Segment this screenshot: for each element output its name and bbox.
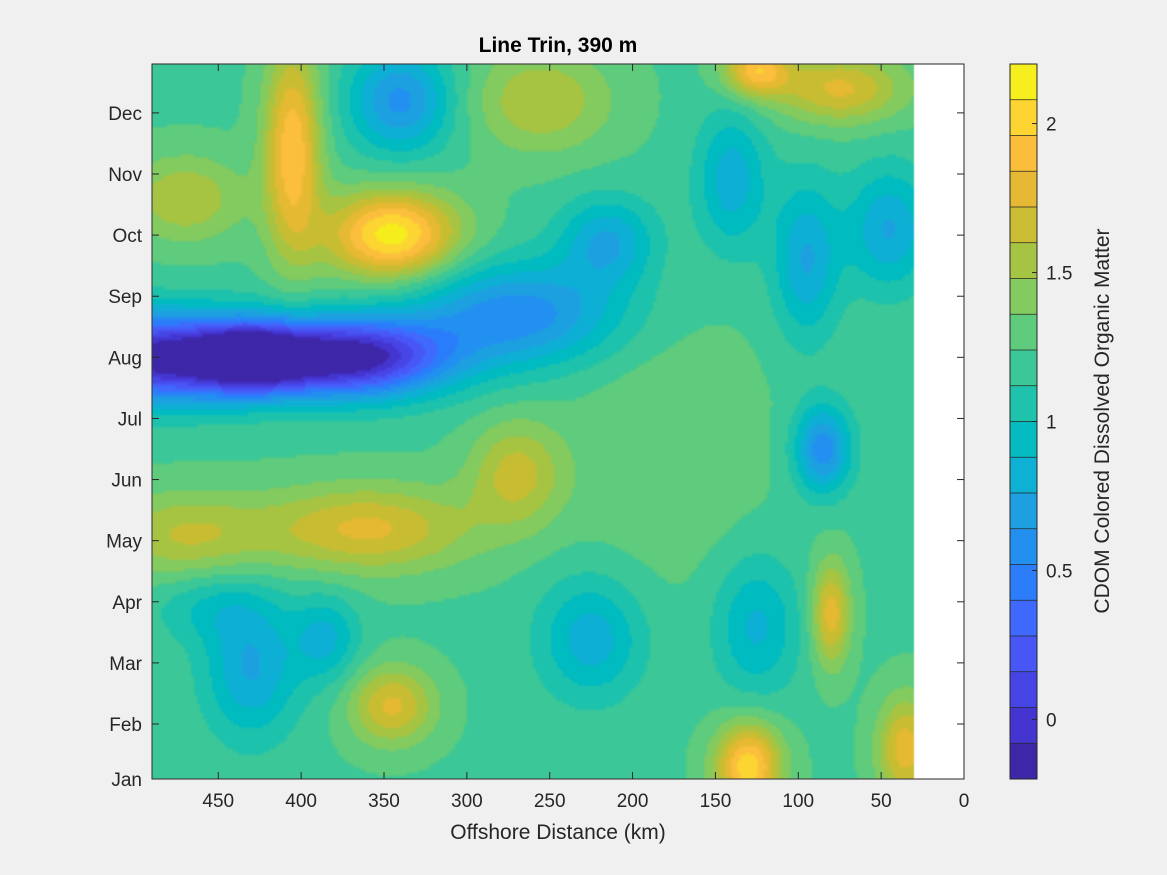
- colorbar-label: CDOM Colored Dissolved Organic Matter: [1091, 228, 1114, 613]
- colorbar-tick-label: 2: [1046, 115, 1057, 136]
- colorbar: [1010, 64, 1037, 780]
- y-tick-label: Jun: [111, 471, 142, 492]
- heatmap-layer: [152, 64, 914, 779]
- y-tick-label: Mar: [109, 654, 142, 675]
- x-axis-label: Offshore Distance (km): [450, 821, 666, 844]
- x-tick-label: 0: [959, 791, 970, 812]
- colorbar-segment: [1010, 707, 1037, 744]
- x-tick-label: 250: [534, 791, 566, 812]
- colorbar-segment: [1010, 242, 1037, 279]
- colorbar-tick-label: 0.5: [1046, 561, 1072, 582]
- y-tick-label: Nov: [108, 165, 142, 186]
- colorbar-segment: [1010, 64, 1037, 101]
- y-tick-label: Sep: [108, 287, 142, 308]
- x-tick-label: 300: [451, 791, 483, 812]
- colorbar-segment: [1010, 636, 1037, 673]
- colorbar-segment: [1010, 278, 1037, 315]
- colorbar-segment: [1010, 385, 1037, 422]
- colorbar-segment: [1010, 350, 1037, 387]
- x-tick-label: 100: [782, 791, 814, 812]
- colorbar-segment: [1010, 493, 1037, 530]
- colorbar-tick-label: 0: [1046, 710, 1057, 731]
- y-tick-label: Feb: [109, 715, 142, 736]
- y-tick-label: Apr: [112, 593, 142, 614]
- y-tick-label: Oct: [112, 226, 142, 247]
- colorbar-segment: [1010, 743, 1037, 780]
- colorbar-segment: [1010, 207, 1037, 244]
- x-tick-label: 350: [368, 791, 400, 812]
- x-tick-label: 50: [871, 791, 892, 812]
- x-tick-label: 450: [202, 791, 234, 812]
- colorbar-segment: [1010, 528, 1037, 565]
- colorbar-segment: [1010, 99, 1037, 136]
- x-axis-ticks: 450 400 350 300 250 200 150 100 50 0: [202, 64, 969, 812]
- x-tick-label: 400: [285, 791, 317, 812]
- colorbar-segment: [1010, 564, 1037, 601]
- heatmap-image: [152, 64, 914, 779]
- y-tick-label: Jul: [118, 409, 142, 430]
- colorbar-segment: [1010, 135, 1037, 172]
- colorbar-segment: [1010, 421, 1037, 458]
- colorbar-tick-label: 1.5: [1046, 264, 1072, 285]
- colorbar-ticks: 0 0.5 1 1.5 2: [1032, 115, 1072, 731]
- y-tick-label: Aug: [108, 348, 142, 369]
- chart-title: Line Trin, 390 m: [479, 34, 638, 57]
- x-tick-label: 150: [700, 791, 732, 812]
- y-tick-label: May: [106, 532, 142, 553]
- y-tick-label: Jan: [111, 770, 142, 791]
- colorbar-segment: [1010, 457, 1037, 494]
- y-axis-ticks: Jan Feb Mar Apr May Jun Jul Aug Sep Oct Nov Dec: [106, 104, 964, 791]
- colorbar-segment: [1010, 171, 1037, 208]
- colorbar-segment: [1010, 314, 1037, 351]
- y-tick-label: Dec: [108, 104, 142, 125]
- colorbar-tick-label: 1: [1046, 413, 1057, 434]
- plot-frame: [151, 63, 965, 780]
- colorbar-segment: [1010, 671, 1037, 708]
- x-tick-label: 200: [617, 791, 649, 812]
- colorbar-segment: [1010, 600, 1037, 637]
